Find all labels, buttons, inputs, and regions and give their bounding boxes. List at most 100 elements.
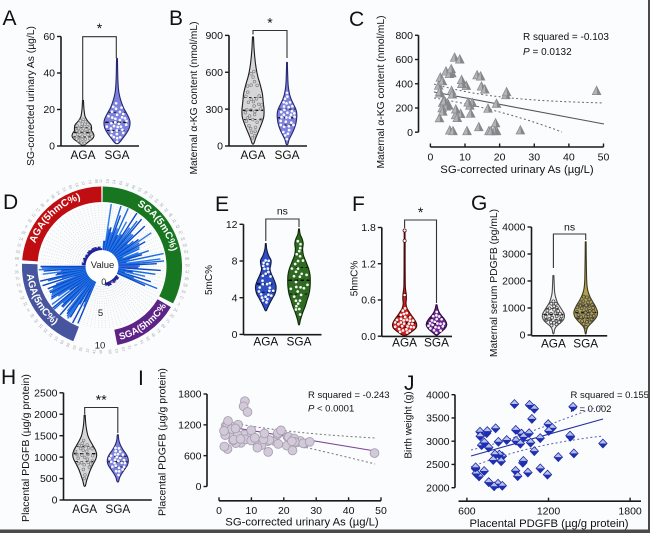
svg-text:G: G (471, 192, 487, 215)
svg-text:0: 0 (101, 277, 106, 287)
svg-text:P < 0.0001: P < 0.0001 (308, 404, 354, 415)
svg-text:800: 800 (395, 30, 413, 42)
svg-text:600: 600 (184, 450, 202, 462)
svg-text:22: 22 (17, 243, 22, 248)
svg-text:40: 40 (343, 505, 355, 517)
svg-text:SGA: SGA (573, 336, 598, 350)
svg-text:53: 53 (185, 264, 189, 268)
svg-text:R squared = 0.155: R squared = 0.155 (571, 390, 649, 401)
svg-text:69: 69 (180, 237, 185, 242)
svg-text:I: I (138, 367, 144, 390)
svg-text:78: 78 (143, 190, 149, 196)
svg-text:6: 6 (24, 225, 28, 230)
svg-text:SGA: SGA (105, 502, 130, 516)
svg-text:8: 8 (27, 308, 31, 313)
svg-text:60: 60 (160, 323, 166, 329)
svg-text:5mC%: 5mC% (204, 265, 215, 295)
svg-text:0: 0 (216, 505, 222, 517)
svg-text:SG-corrected urinary As (µg/L): SG-corrected urinary As (µg/L) (26, 26, 37, 166)
svg-text:1800: 1800 (178, 389, 202, 401)
svg-text:52: 52 (20, 296, 25, 301)
svg-text:10: 10 (54, 336, 60, 342)
svg-text:48: 48 (94, 179, 98, 184)
svg-text:P = 0.0132: P = 0.0132 (523, 47, 572, 58)
svg-text:10: 10 (114, 348, 119, 353)
svg-text:20: 20 (494, 152, 506, 164)
svg-text:SG-corrected urinary As (µg/L): SG-corrected urinary As (µg/L) (225, 517, 379, 529)
svg-text:10: 10 (246, 505, 258, 517)
svg-text:4000: 4000 (502, 222, 526, 234)
svg-text:42: 42 (27, 218, 33, 224)
svg-text:53: 53 (184, 250, 189, 255)
svg-text:50: 50 (375, 505, 387, 517)
svg-text:H: H (1, 366, 16, 389)
svg-text:0: 0 (427, 152, 433, 164)
svg-text:13: 13 (85, 348, 90, 353)
svg-text:SGA: SGA (424, 336, 449, 350)
svg-text:AGA: AGA (392, 336, 417, 350)
svg-text:10: 10 (95, 341, 106, 352)
svg-text:14: 14 (18, 237, 23, 242)
svg-text:D: D (3, 191, 18, 214)
svg-text:B: B (169, 7, 183, 30)
svg-text:40: 40 (131, 184, 136, 189)
svg-text:0.0: 0.0 (361, 331, 376, 343)
svg-text:60: 60 (108, 349, 112, 354)
svg-text:36: 36 (39, 202, 45, 208)
svg-text:73: 73 (87, 180, 92, 185)
svg-text:600: 600 (205, 67, 223, 79)
svg-text:34: 34 (173, 308, 179, 314)
svg-text:50: 50 (598, 152, 610, 164)
svg-text:30: 30 (310, 505, 322, 517)
svg-text:77: 77 (179, 296, 184, 301)
svg-text:Placental PDGFB (µg/g protein): Placental PDGFB (µg/g protein) (469, 518, 628, 530)
svg-text:900: 900 (205, 30, 223, 42)
svg-text:51: 51 (139, 339, 144, 345)
svg-text:38: 38 (50, 194, 56, 200)
svg-text:AGA: AGA (71, 148, 96, 162)
svg-text:4: 4 (232, 292, 238, 304)
svg-text:200: 200 (395, 103, 413, 115)
svg-text:21: 21 (61, 187, 66, 193)
svg-text:32: 32 (43, 328, 49, 334)
svg-text:0: 0 (217, 141, 223, 153)
svg-text:J: J (404, 372, 415, 395)
svg-text:ns: ns (277, 206, 288, 218)
svg-text:41: 41 (92, 349, 96, 354)
svg-text:0: 0 (196, 481, 202, 493)
svg-text:*: * (418, 204, 424, 220)
svg-text:AGA: AGA (253, 335, 278, 349)
svg-text:E: E (215, 193, 229, 216)
svg-text:R squared = -0.243: R squared = -0.243 (308, 390, 390, 401)
svg-text:R squared = -0.103: R squared = -0.103 (523, 32, 609, 43)
svg-text:63: 63 (119, 181, 124, 186)
svg-text:46: 46 (99, 350, 103, 354)
svg-text:*: * (97, 20, 103, 36)
svg-text:73: 73 (155, 328, 161, 334)
svg-text:9: 9 (45, 199, 49, 203)
svg-text:49: 49 (168, 213, 174, 219)
svg-text:4000: 4000 (426, 389, 450, 401)
svg-text:A: A (3, 7, 17, 30)
svg-text:76: 76 (18, 289, 23, 294)
svg-text:30: 30 (159, 202, 165, 208)
svg-text:24: 24 (112, 180, 117, 185)
svg-text:21: 21 (48, 332, 54, 338)
svg-text:66: 66 (185, 257, 190, 261)
svg-text:53: 53 (145, 336, 151, 342)
svg-text:Birth weight (g): Birth weight (g) (404, 391, 415, 458)
svg-text:25: 25 (169, 313, 175, 319)
svg-text:Maternal α-KG content (nmol/mL: Maternal α-KG content (nmol/mL) (376, 15, 387, 168)
svg-text:63: 63 (72, 345, 77, 350)
svg-text:30: 30 (528, 152, 540, 164)
svg-text:1000: 1000 (502, 303, 526, 315)
svg-text:20: 20 (43, 104, 55, 116)
svg-text:16: 16 (106, 179, 110, 184)
svg-text:3: 3 (177, 302, 181, 307)
svg-text:24: 24 (55, 190, 61, 196)
svg-text:32: 32 (149, 194, 155, 200)
svg-text:48: 48 (150, 332, 156, 338)
svg-text:1800: 1800 (618, 506, 642, 518)
svg-text:40: 40 (43, 68, 55, 80)
svg-text:Placental PDGFB (µg/g protein): Placental PDGFB (µg/g protein) (157, 368, 169, 516)
